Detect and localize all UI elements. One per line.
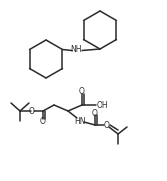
Text: OH: OH (97, 100, 109, 110)
Text: O: O (79, 87, 85, 96)
Text: O: O (40, 117, 46, 127)
Text: O: O (29, 106, 35, 115)
Text: O: O (92, 108, 98, 117)
Text: NH: NH (70, 45, 82, 54)
Text: O: O (104, 121, 110, 129)
Text: HN: HN (74, 117, 86, 125)
